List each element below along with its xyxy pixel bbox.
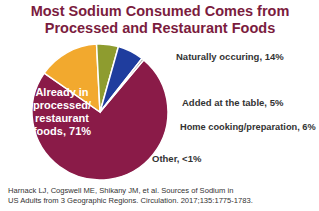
pie-slice	[100, 47, 142, 112]
value-label: 14%	[265, 51, 285, 62]
title: Processed and Restaurant Foods	[45, 20, 275, 36]
value-label: <1%	[182, 153, 202, 164]
source: US Adults from 3 Geographic Regions. Cir…	[8, 196, 253, 205]
background	[0, 0, 319, 211]
slice-label: Naturally occuring, 14%	[176, 51, 284, 62]
value-label: 71%	[69, 125, 91, 137]
category-label: Other	[152, 153, 178, 164]
pie	[32, 44, 168, 180]
category-label: Naturally occuring	[176, 51, 260, 62]
slice-label: Home cooking/preparation, 6%	[180, 122, 316, 132]
slice-label: Added at the table, 5%	[182, 97, 284, 108]
category-label: Already in	[35, 86, 88, 98]
title: Most Sodium Consumed Comes from	[31, 3, 290, 19]
pie-slice	[100, 59, 144, 112]
page: {"chart_data": {"type": "pie", "title": …	[0, 0, 319, 211]
slice-label: Already in	[35, 86, 88, 98]
value-label: 6%	[302, 122, 315, 132]
category-label: Added at the table	[182, 97, 264, 108]
slice-label: processed/	[33, 99, 91, 111]
category-label: Home cooking/preparation	[180, 122, 298, 132]
chart: Most Sodium Consumed Comes fromProcessed…	[0, 0, 319, 211]
slice-label: restaurant	[35, 112, 89, 124]
category-label: processed/	[33, 99, 91, 111]
value-label: 5%	[270, 97, 284, 108]
category-label: restaurant	[35, 112, 89, 124]
slice-label: Other, <1%	[152, 153, 202, 164]
category-label: foods	[33, 125, 63, 137]
slice-label: foods, 71%	[33, 125, 91, 137]
source: Harnack LJ, Cogswell ME, Shikany JM, et …	[8, 186, 233, 195]
